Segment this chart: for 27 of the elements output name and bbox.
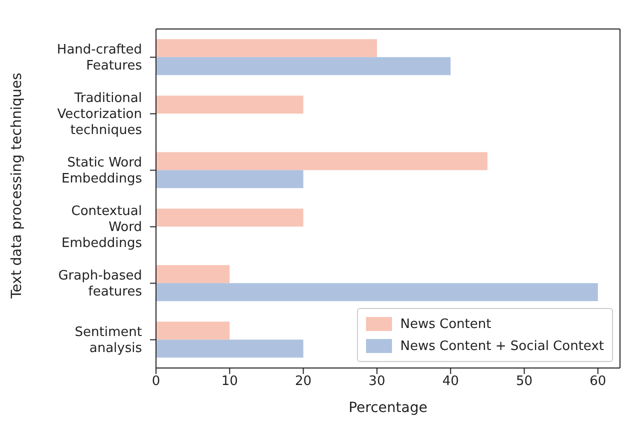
y-axis-title: Text data processing techniques [8, 72, 25, 300]
bar [156, 152, 488, 170]
x-axis-title: Percentage [348, 400, 428, 416]
y-tick-label: Contextual Word Embeddings [61, 203, 142, 250]
x-tick-label: 30 [368, 374, 386, 390]
legend-label: News Content [400, 316, 492, 332]
bar [156, 39, 377, 58]
y-tick-label: Sentiment analysis [74, 324, 142, 356]
bar [156, 96, 304, 114]
x-tick-label: 10 [221, 374, 238, 390]
y-tick-label: Static Word Embeddings [61, 154, 142, 186]
bar [156, 57, 451, 76]
bar [156, 283, 598, 302]
y-tick-label: Graph-based features [58, 268, 142, 299]
bar [156, 265, 230, 284]
bar [156, 208, 304, 227]
x-tick-label: 20 [295, 374, 312, 390]
y-tick-label: Traditional Vectorization techniques [57, 90, 142, 138]
bar [156, 322, 230, 340]
y-tick-label: Hand-crafted Features [56, 42, 142, 73]
bar [156, 170, 304, 188]
x-tick-label: 60 [590, 374, 606, 390]
x-tick-label: 40 [442, 374, 459, 390]
bar [156, 340, 304, 358]
legend-label: News Content + Social Context [400, 338, 604, 354]
x-tick-label: 0 [152, 374, 160, 390]
x-tick-label: 50 [516, 374, 533, 390]
